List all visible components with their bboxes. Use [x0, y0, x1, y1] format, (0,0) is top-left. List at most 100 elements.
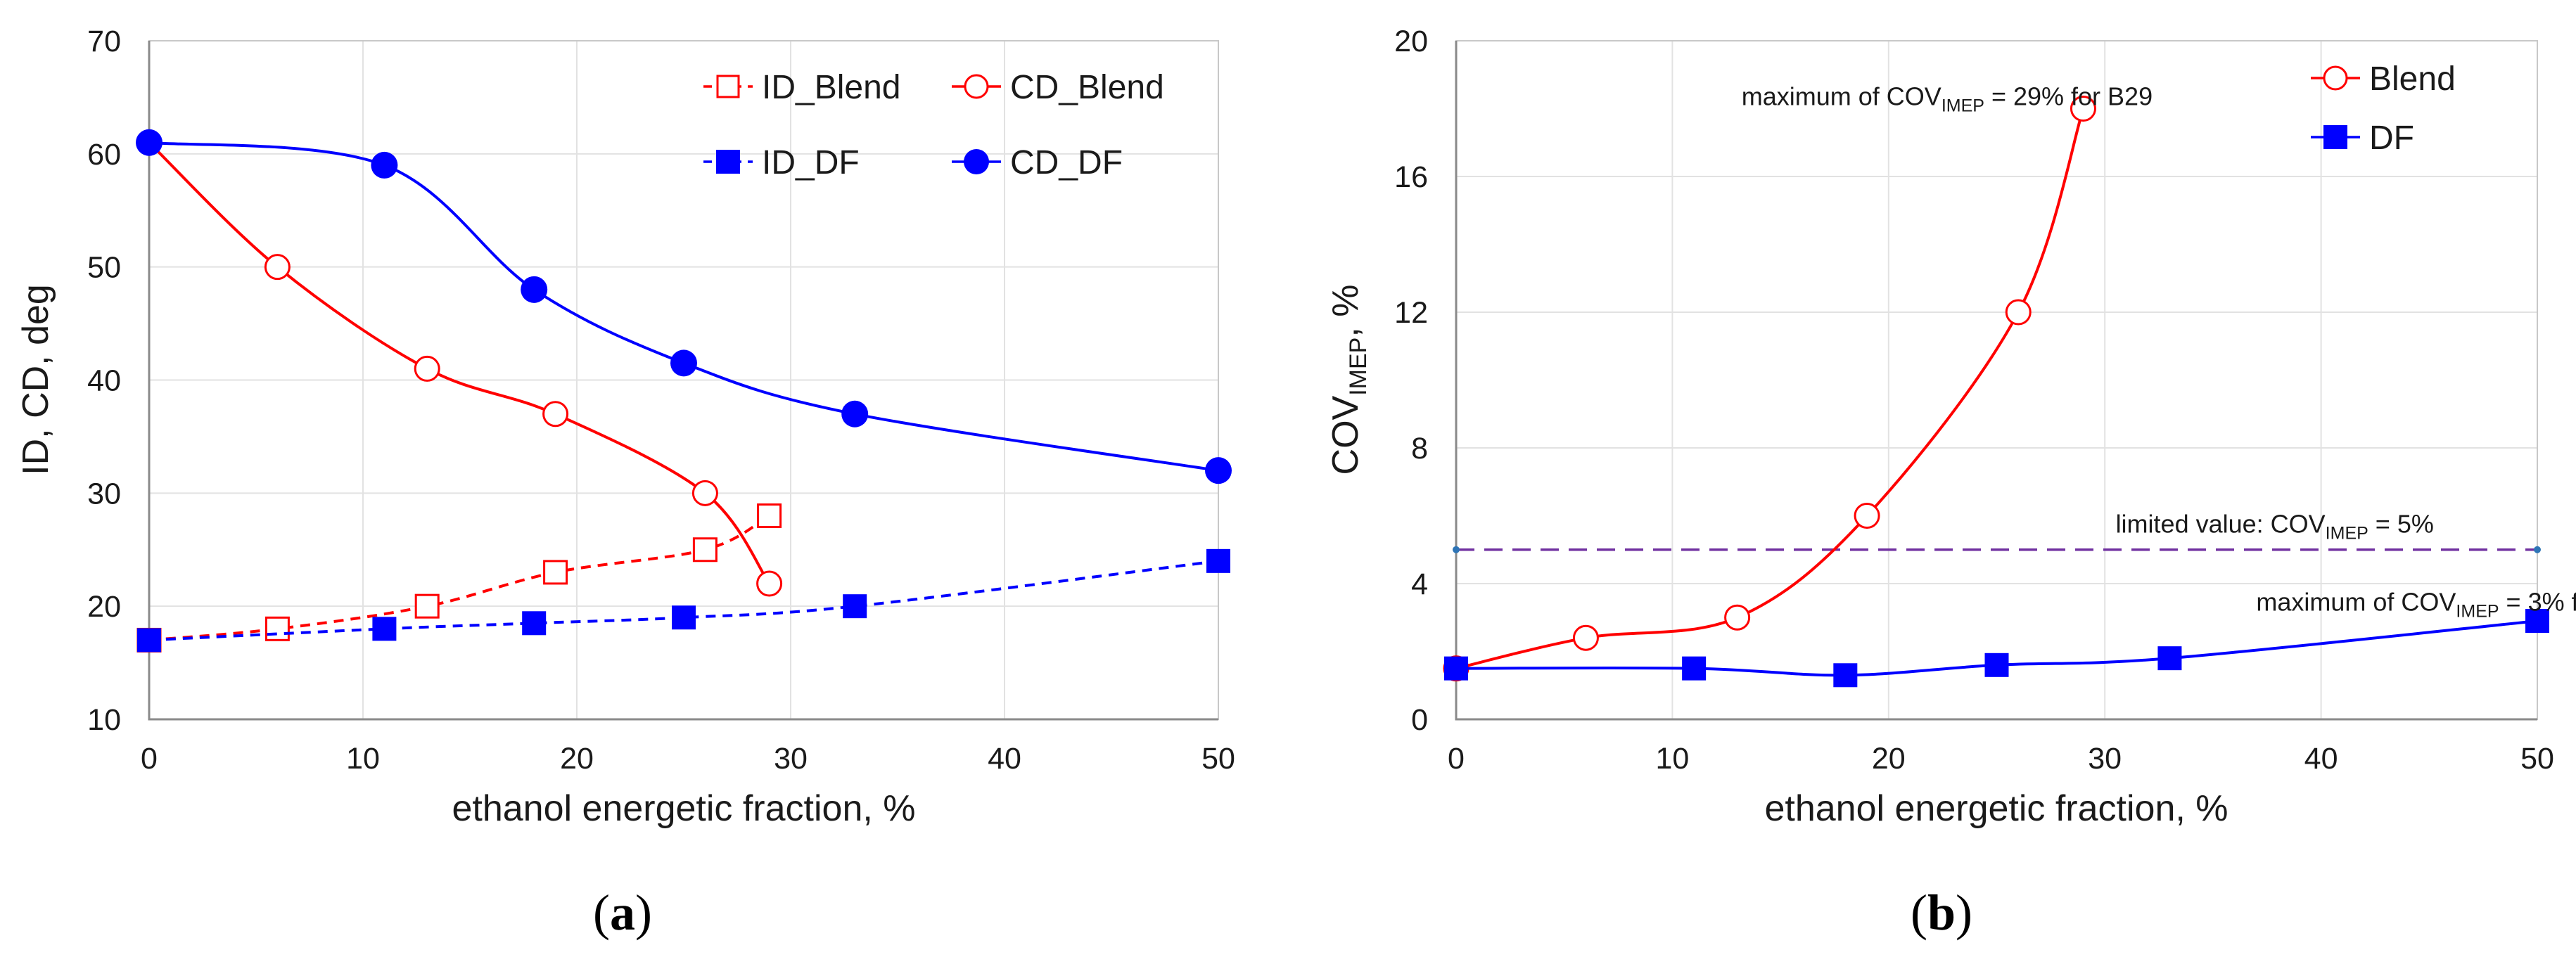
legend-marker-cd-blend — [964, 74, 989, 99]
data-point-cd-df — [371, 151, 398, 179]
a-ytick-label: 50 — [87, 251, 121, 285]
data-point-cd-blend — [264, 254, 291, 281]
annotation-max-df-suffix: = 3% for DF50 — [2499, 588, 2576, 617]
chart-a-caption: (a) — [593, 885, 652, 941]
data-point-cd-df — [521, 276, 548, 303]
series-line-df — [1455, 619, 2538, 677]
b-xtick-label: 30 — [2088, 742, 2122, 776]
data-point-blend — [2070, 96, 2096, 122]
series-line-cd-df — [148, 141, 1219, 473]
a-ytick-label: 30 — [87, 477, 121, 510]
chart-b-axes — [1455, 41, 2537, 721]
data-point-cd-blend — [542, 401, 569, 428]
data-point-id-blend — [757, 503, 782, 528]
b-xtick-label: 10 — [1655, 742, 1689, 776]
chart-b-xticks: 0 10 20 30 40 50 — [1448, 742, 2554, 776]
a-xtick-label: 10 — [346, 742, 380, 776]
data-point-id-blend — [543, 560, 568, 585]
data-point-cd-df — [841, 400, 869, 428]
b-xtick-label: 40 — [2304, 742, 2338, 776]
legend-label-id-blend: ID_Blend — [762, 69, 900, 106]
b-ytick-label: 8 — [1411, 432, 1428, 465]
data-point-id-blend — [264, 616, 290, 641]
data-point-df — [1682, 656, 1707, 681]
chart-b-ylabel-suffix: , % — [1325, 285, 1366, 338]
b-xtick-label: 0 — [1448, 742, 1465, 776]
legend-item-cd-df: CD_DF — [952, 144, 1123, 181]
b-ytick-label: 4 — [1411, 567, 1428, 601]
legend-item-id-blend: ID_Blend — [703, 69, 900, 106]
a-xtick-label: 30 — [774, 742, 808, 776]
legend-item-id-df: ID_DF — [703, 144, 860, 181]
series-line-id-df — [148, 559, 1219, 642]
annotation-max-blend-suffix: = 29% for B29 — [1984, 82, 2153, 111]
annotation-max-blend-sub: IMEP — [1941, 96, 1984, 116]
data-point-cd-blend — [414, 355, 440, 382]
chart-b-caption-letter: b — [1927, 885, 1956, 941]
data-point-blend — [1854, 503, 1880, 529]
data-point-id-df — [843, 594, 867, 619]
a-ytick-label: 60 — [87, 138, 121, 172]
annotation-limited-value: limited value: COVIMEP = 5% — [2116, 510, 2434, 544]
data-point-cd-df — [1205, 457, 1232, 484]
a-ytick-label: 20 — [87, 590, 121, 624]
legend-item-blend: Blend — [2311, 60, 2456, 98]
chart-a-yticks: 10 20 30 40 50 60 70 — [87, 25, 121, 737]
data-point-df — [1833, 663, 1858, 688]
data-point-blend — [1572, 624, 1599, 651]
annotation-limited-value-prefix: limited value: COV — [2116, 510, 2326, 539]
data-point-cd-blend — [756, 570, 783, 597]
annotation-max-blend-prefix: maximum of COV — [1742, 82, 1941, 111]
chart-b-ylabel-sub: IMEP — [1345, 338, 1372, 396]
data-point-cd-df — [136, 129, 162, 156]
a-xtick-label: 40 — [988, 742, 1021, 776]
b-xtick-label: 20 — [1872, 742, 1906, 776]
data-point-id-df — [137, 628, 161, 653]
a-ytick-label: 70 — [87, 25, 121, 58]
chart-b-annotations: maximum of COVIMEP = 29% for B29 limited… — [1742, 82, 2576, 622]
annotation-limited-value-sub: IMEP — [2326, 524, 2368, 544]
a-xtick-label: 20 — [560, 742, 594, 776]
limit-line-end-left — [1453, 546, 1460, 553]
b-ytick-label: 20 — [1394, 25, 1428, 58]
chart-a-series — [136, 129, 1232, 653]
legend-marker-df — [2323, 125, 2347, 149]
data-point-id-df — [372, 617, 397, 641]
legend-marker-id-blend — [716, 75, 740, 98]
annotation-max-df-sub: IMEP — [2456, 602, 2499, 622]
data-point-cd-blend — [691, 480, 718, 506]
data-point-blend — [1724, 604, 1751, 631]
chart-a-xticks: 0 10 20 30 40 50 — [141, 742, 1235, 776]
data-point-id-df — [522, 611, 547, 636]
a-xtick-label: 0 — [141, 742, 158, 776]
legend-label-df: DF — [2369, 120, 2414, 157]
b-ytick-label: 16 — [1394, 160, 1428, 194]
a-ytick-label: 40 — [87, 364, 121, 398]
data-point-id-df — [1206, 548, 1230, 573]
annotation-max-blend: maximum of COVIMEP = 29% for B29 — [1742, 82, 2153, 116]
chart-a-legend: ID_Blend CD_Blend ID_DF CD_DF — [703, 69, 1164, 181]
chart-b-yticks: 0 4 8 12 16 20 — [1394, 25, 1428, 737]
legend-item-cd-blend: CD_Blend — [952, 69, 1164, 106]
data-point-blend — [2005, 299, 2032, 326]
chart-a-axes — [148, 41, 1218, 721]
chart-b-ylabel-main: COV — [1325, 395, 1366, 475]
chart-a-ylabel: ID, CD, deg — [15, 284, 56, 475]
chart-b-caption: (b) — [1911, 885, 1972, 941]
limit-line-end-right — [2534, 546, 2541, 553]
chart-a: 10 20 30 40 50 60 70 0 10 20 30 40 50 ID, CD, deg e… — [15, 25, 1235, 941]
legend-marker-id-df — [716, 150, 740, 174]
data-point-cd-df — [670, 349, 697, 377]
b-xtick-label: 50 — [2520, 742, 2554, 776]
legend-label-id-df: ID_DF — [762, 144, 860, 181]
b-ytick-label: 12 — [1394, 296, 1428, 330]
legend-item-df: DF — [2311, 120, 2414, 157]
chart-b-series — [1443, 96, 2549, 688]
legend-label-blend: Blend — [2369, 60, 2456, 98]
data-point-df — [1444, 656, 1468, 681]
legend-label-cd-blend: CD_Blend — [1010, 69, 1164, 106]
legend-marker-cd-df — [964, 149, 989, 174]
a-xtick-label: 50 — [1201, 742, 1235, 776]
